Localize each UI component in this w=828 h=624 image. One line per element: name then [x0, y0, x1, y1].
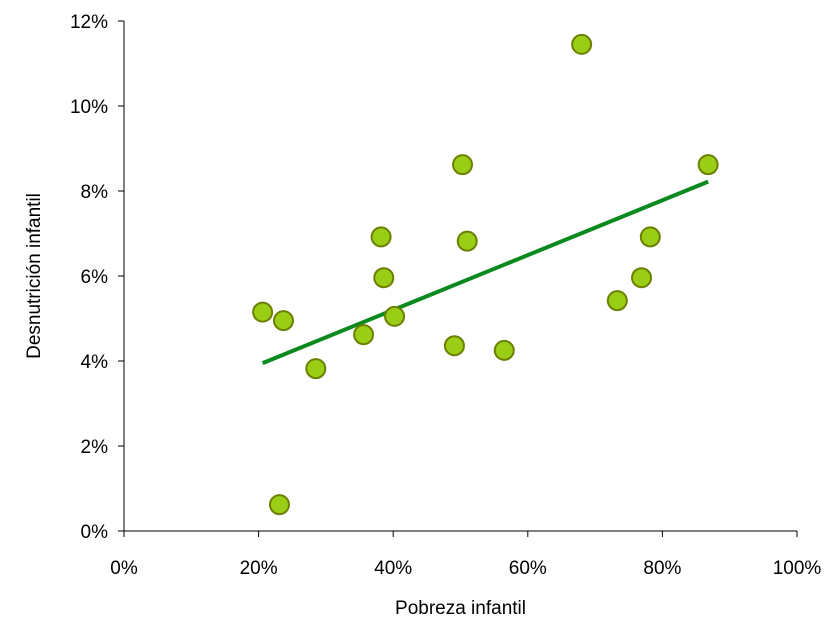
- trendline: [261, 179, 709, 365]
- x-tick-label: 40%: [374, 558, 412, 579]
- trendline-group: [261, 179, 709, 365]
- x-axis-title: Pobreza infantil: [395, 598, 526, 619]
- x-axis-ticks: 0% 20% 40% 60% 80% 100%: [110, 531, 821, 579]
- data-point: [493, 339, 515, 361]
- data-point: [268, 494, 290, 516]
- x-tick-label: 0%: [110, 558, 138, 579]
- y-tick-label: 6%: [81, 267, 109, 288]
- y-tick-label: 12%: [70, 12, 108, 33]
- data-point: [452, 154, 474, 176]
- data-point: [373, 267, 395, 289]
- data-point: [456, 230, 478, 252]
- data-point: [571, 33, 593, 55]
- y-axis-ticks: 0% 2% 4% 6% 8% 10% 12%: [70, 12, 124, 543]
- y-axis-title: Desnutrición infantil: [24, 193, 45, 359]
- data-point: [606, 290, 628, 312]
- y-tick-label: 8%: [81, 182, 109, 203]
- data-point: [305, 358, 327, 380]
- x-tick-label: 20%: [240, 558, 278, 579]
- data-point: [631, 267, 653, 289]
- data-point: [639, 226, 661, 248]
- y-tick-label: 10%: [70, 97, 108, 118]
- data-point: [370, 226, 392, 248]
- data-point: [384, 305, 406, 327]
- data-point: [252, 301, 274, 323]
- data-point: [697, 154, 719, 176]
- axes: [123, 21, 797, 532]
- y-tick-label: 0%: [81, 522, 109, 543]
- x-tick-label: 80%: [643, 558, 681, 579]
- y-tick-label: 2%: [81, 437, 109, 458]
- x-tick-label: 100%: [773, 558, 822, 579]
- data-points: [252, 33, 719, 516]
- y-tick-label: 4%: [81, 352, 109, 373]
- data-point: [273, 310, 295, 332]
- x-tick-label: 60%: [509, 558, 547, 579]
- data-point: [353, 324, 375, 346]
- data-point: [443, 335, 465, 357]
